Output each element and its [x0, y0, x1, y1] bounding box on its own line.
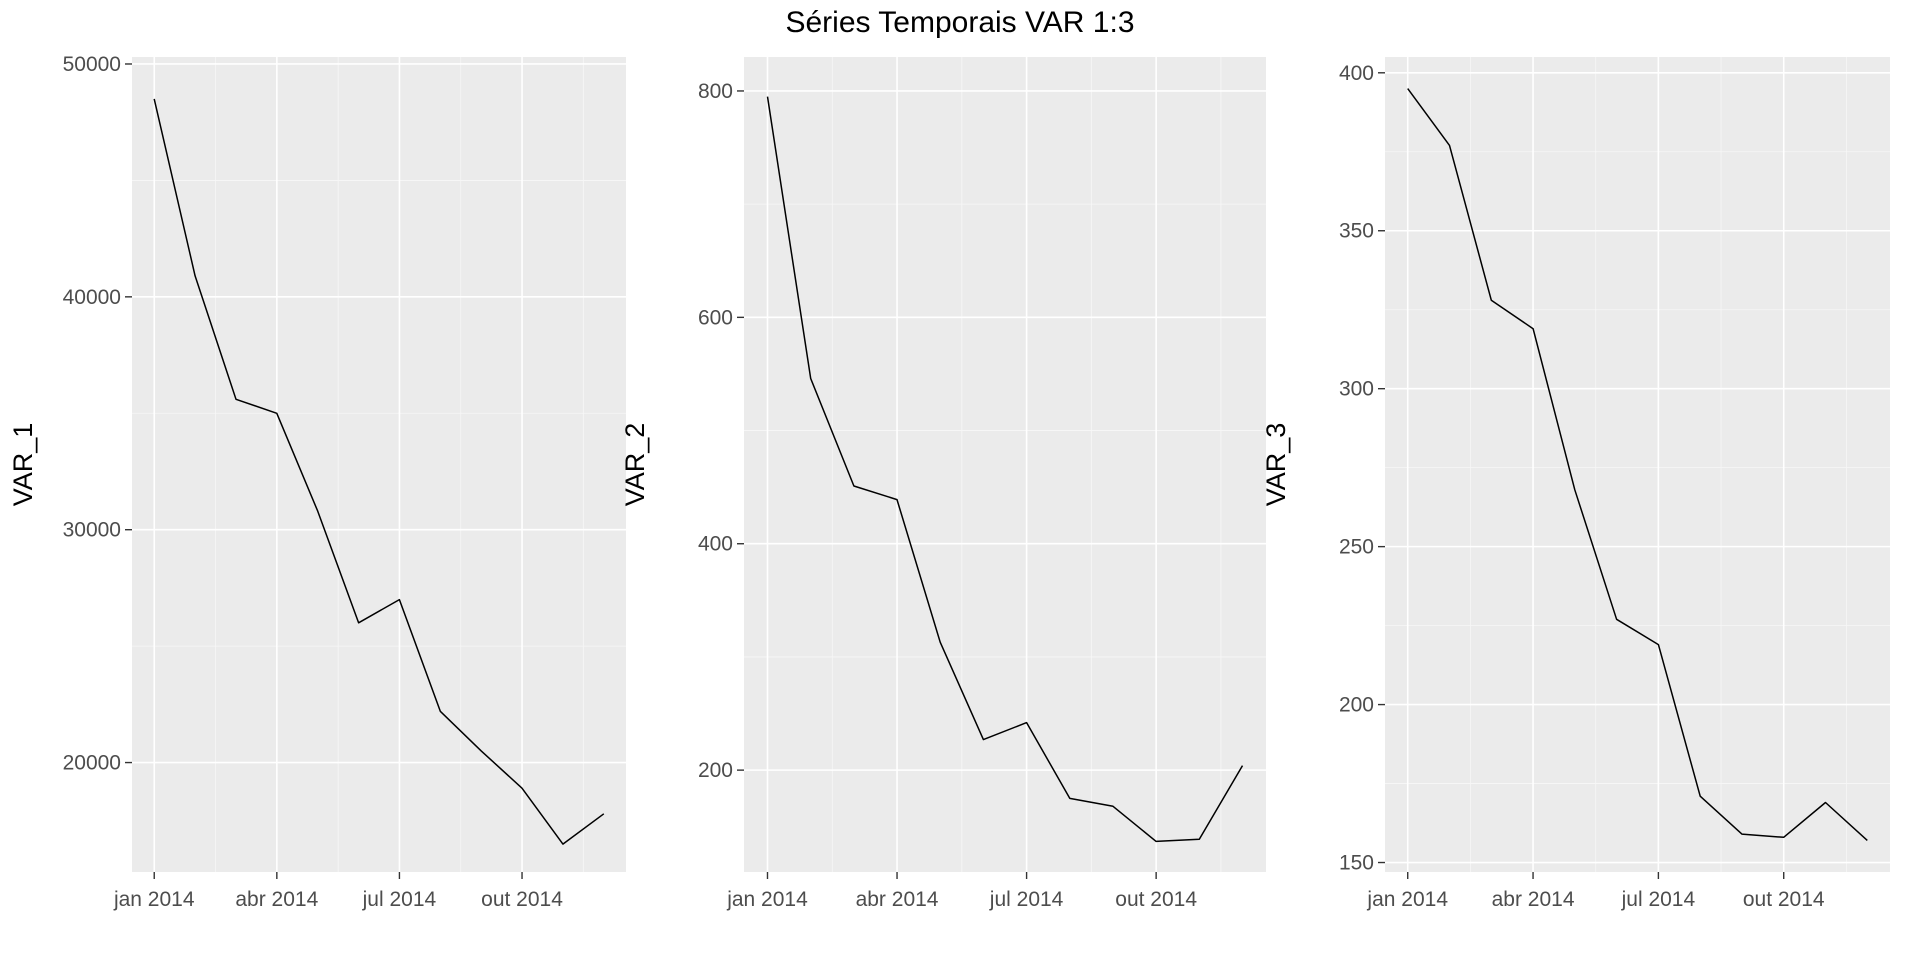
x-tick-label: jul 2014 — [989, 888, 1064, 911]
series-line-VAR_2 — [766, 96, 1244, 843]
y-tick-label: 300 — [1339, 378, 1374, 401]
chart-title: Séries Temporais VAR 1:3 — [785, 6, 1134, 39]
x-tick-label: abr 2014 — [856, 888, 939, 911]
y-tick-label: 200 — [698, 759, 733, 782]
series-line-VAR_1 — [153, 98, 605, 845]
x-tick-label: jul 2014 — [362, 888, 437, 911]
x-tick-label: jul 2014 — [1621, 888, 1696, 911]
y-axis-title: VAR_3 — [1261, 423, 1291, 507]
y-axis-title: VAR_1 — [8, 423, 38, 507]
panel-background — [744, 57, 1266, 872]
x-tick-label: out 2014 — [1115, 888, 1197, 911]
x-tick-label: abr 2014 — [1492, 888, 1575, 911]
panel-2: 200 400 600 800 jan 2014 abr 2014 jul 2014 out … — [620, 57, 1266, 911]
y-tick-label: 350 — [1339, 220, 1374, 243]
x-tick-label: jan 2014 — [113, 888, 195, 911]
y-tick-label: 50000 — [63, 53, 121, 76]
panel-3: 150 200 250 300 350 400 jan 2014 abr 2014 jul 20… — [1261, 57, 1890, 911]
x-tick-label: jan 2014 — [726, 888, 808, 911]
panel-background — [132, 57, 626, 872]
x-tick-label: abr 2014 — [235, 888, 318, 911]
panel-1: 20000 30000 40000 50000 jan 2014 abr 2014 jul … — [8, 53, 626, 911]
panel-background — [1385, 57, 1890, 872]
y-tick-label: 600 — [698, 306, 733, 329]
y-tick-label: 250 — [1339, 536, 1374, 559]
y-tick-label: 200 — [1339, 694, 1374, 717]
x-tick-label: out 2014 — [481, 888, 563, 911]
x-tick-label: out 2014 — [1743, 888, 1825, 911]
y-tick-label: 40000 — [63, 286, 121, 309]
y-tick-label: 150 — [1339, 852, 1374, 875]
y-tick-label: 20000 — [63, 752, 121, 775]
y-tick-label: 800 — [698, 80, 733, 103]
y-tick-label: 30000 — [63, 519, 121, 542]
series-line-VAR_3 — [1407, 88, 1868, 841]
x-tick-label: jan 2014 — [1366, 888, 1448, 911]
panels-layer: 20000 30000 40000 50000 jan 2014 abr 2014 jul … — [8, 53, 1890, 911]
y-axis-title: VAR_2 — [620, 423, 650, 507]
y-tick-label: 400 — [698, 533, 733, 556]
y-tick-label: 400 — [1339, 62, 1374, 85]
